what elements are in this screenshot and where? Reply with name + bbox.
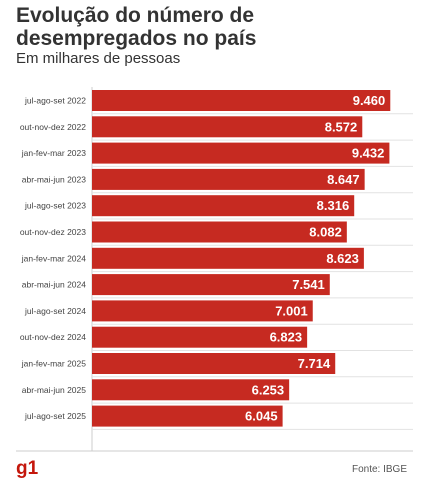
bar <box>92 116 363 138</box>
bar-value-label: 7.541 <box>292 277 325 292</box>
bar-value-label: 8.623 <box>326 251 359 266</box>
bar-value-label: 8.082 <box>309 225 342 240</box>
bar <box>92 274 330 296</box>
bar <box>92 353 336 374</box>
bar <box>92 300 313 322</box>
bar <box>92 326 308 348</box>
bar-value-label: 8.647 <box>327 172 360 187</box>
bar <box>92 195 355 217</box>
chart-subtitle: Em milhares de pessoas <box>16 50 181 67</box>
category-label: abr-mai-jun 2023 <box>22 174 87 184</box>
bar <box>92 221 347 243</box>
bar <box>92 405 283 427</box>
bar <box>92 379 290 401</box>
category-label: jul-ago-set 2025 <box>24 411 86 421</box>
bar-value-label: 7.001 <box>275 303 308 318</box>
bar <box>92 142 390 164</box>
bar <box>92 247 364 269</box>
bar-value-label: 9.460 <box>353 93 386 108</box>
category-label: jul-ago-set 2024 <box>24 306 86 316</box>
bar-value-label: 6.045 <box>245 409 278 424</box>
bar-value-label: 7.714 <box>298 356 331 371</box>
category-label: jul-ago-set 2023 <box>24 201 86 211</box>
category-label: out-nov-dez 2024 <box>20 332 86 342</box>
category-label: abr-mai-jun 2025 <box>22 385 87 395</box>
category-label: jan-fev-mar 2024 <box>21 253 87 263</box>
bar <box>92 168 365 190</box>
bar-value-label: 6.253 <box>252 382 285 397</box>
bar-value-label: 8.572 <box>325 119 358 134</box>
bar-value-label: 6.823 <box>270 330 303 345</box>
category-label: out-nov-dez 2022 <box>20 122 86 132</box>
chart-title: Evolução do número de desempregados no p… <box>16 4 257 50</box>
bar-value-label: 9.432 <box>352 146 385 161</box>
category-label: out-nov-dez 2023 <box>20 227 86 237</box>
category-label: jan-fev-mar 2023 <box>21 148 87 158</box>
category-label: jan-fev-mar 2025 <box>21 359 87 369</box>
g1-logo: g1 <box>16 458 39 479</box>
category-label: abr-mai-jun 2024 <box>22 280 87 290</box>
source-note: Fonte: IBGE <box>351 464 407 475</box>
bar-value-label: 8.316 <box>317 198 350 213</box>
bar <box>92 90 391 111</box>
category-label: jul-ago-set 2022 <box>24 96 86 106</box>
